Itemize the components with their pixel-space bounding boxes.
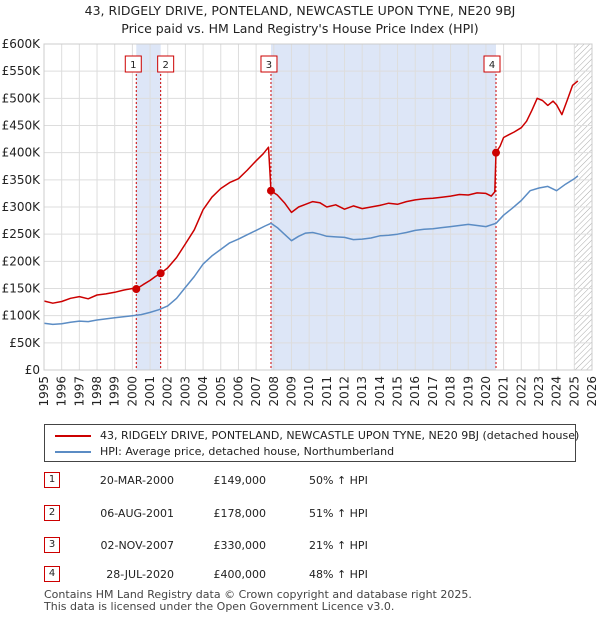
x-tick-label: 1995: [37, 376, 51, 407]
transaction-row: 3 02-NOV-2007 £330,000 21% ↑ HPI: [44, 537, 584, 555]
hpi-line: [43, 175, 579, 326]
x-tick-label: 2021: [497, 376, 511, 407]
y-tick-label: £300K: [2, 200, 42, 214]
x-tick-label: 2008: [267, 376, 281, 407]
chart-title-line2: Price paid vs. HM Land Registry's House …: [121, 21, 479, 36]
x-tick-label: 2011: [320, 376, 334, 407]
transaction-row: 4 28-JUL-2020 £400,000 48% ↑ HPI: [44, 566, 584, 584]
x-tick-label: 2006: [231, 376, 245, 407]
transaction-number: 1: [44, 472, 60, 488]
y-tick-label: £0: [25, 363, 40, 377]
x-tick-label: 1998: [90, 376, 104, 407]
transaction-hpi: 21% ↑ HPI: [309, 539, 368, 552]
sale-point: [132, 285, 141, 294]
transaction-number: 2: [44, 505, 60, 521]
x-tick-label: 2013: [355, 376, 369, 407]
x-tick-label: 2004: [196, 376, 210, 407]
x-tick-label: 2009: [284, 376, 298, 407]
y-tick-label: £100K: [2, 309, 42, 323]
transaction-price: £149,000: [213, 474, 267, 487]
transaction-number: 3: [44, 537, 60, 553]
y-tick-label: £350K: [2, 173, 42, 187]
x-tick-label: 2001: [143, 376, 157, 407]
x-tick-label: 2010: [302, 376, 316, 407]
transaction-date: 28-JUL-2020: [106, 568, 174, 581]
x-tick-label: 2015: [391, 376, 405, 407]
x-tick-label: 2018: [444, 376, 458, 407]
sale-label: 4: [489, 60, 495, 71]
transaction-number: 4: [44, 566, 60, 582]
x-tick-label: 2025: [567, 376, 581, 407]
x-tick-label: 2022: [514, 376, 528, 407]
legend-swatch-hpi: [55, 451, 91, 453]
chart-title-line1: 43, RIDGELY DRIVE, PONTELAND, NEWCASTLE …: [84, 3, 516, 18]
x-tick-label: 2020: [479, 376, 493, 407]
x-tick-label: 2017: [426, 376, 440, 407]
transaction-price: £400,000: [213, 568, 267, 581]
transaction-date: 02-NOV-2007: [100, 539, 174, 552]
y-tick-label: £450K: [2, 119, 42, 133]
y-tick-label: £200K: [2, 254, 42, 268]
x-tick-label: 2024: [550, 376, 564, 407]
y-tick-label: £400K: [2, 146, 42, 160]
x-tick-label: 2012: [338, 376, 352, 407]
chart-title: 43, RIDGELY DRIVE, PONTELAND, NEWCASTLE …: [0, 2, 600, 38]
x-tick-label: 2023: [532, 376, 546, 407]
x-tick-label: 1996: [55, 376, 69, 407]
legend-label-property: 43, RIDGELY DRIVE, PONTELAND, NEWCASTLE …: [100, 429, 580, 442]
sale-point: [266, 186, 275, 195]
x-tick-label: 2016: [408, 376, 422, 407]
x-tick-label: 2000: [125, 376, 139, 407]
x-tick-label: 1999: [108, 376, 122, 407]
property-price-line: [43, 80, 579, 304]
y-tick-label: £150K: [2, 282, 42, 296]
footer-copyright: Contains HM Land Registry data © Crown c…: [44, 588, 472, 601]
y-tick-label: £550K: [2, 64, 42, 78]
x-tick-label: 2002: [161, 376, 175, 407]
sale-label: 1: [130, 60, 136, 71]
transaction-price: £178,000: [213, 507, 267, 520]
x-tick-label: 1997: [72, 376, 86, 407]
sale-label-box: [157, 55, 175, 73]
sale-label-box: [124, 55, 142, 73]
transaction-price: £330,000: [213, 539, 267, 552]
x-tick-label: 2007: [249, 376, 263, 407]
transaction-hpi: 50% ↑ HPI: [309, 474, 368, 487]
transaction-hpi: 48% ↑ HPI: [309, 568, 368, 581]
price-chart: 1 2 3 4 £0 £50K £100K £150K £200K £250K £300K £350K…: [2, 37, 599, 407]
plot-border: [43, 43, 593, 371]
y-tick-label: £250K: [2, 227, 42, 241]
sale-label-box: [483, 55, 501, 73]
sale-label: 2: [162, 60, 168, 71]
x-tick-label: 2014: [373, 376, 387, 407]
x-tick-label: 2026: [585, 376, 599, 407]
x-tick-label: 2003: [178, 376, 192, 407]
transaction-date: 06-AUG-2001: [100, 507, 174, 520]
legend: 43, RIDGELY DRIVE, PONTELAND, NEWCASTLE …: [44, 424, 580, 462]
transaction-row: 2 06-AUG-2001 £178,000 51% ↑ HPI: [44, 505, 584, 523]
transaction-date: 20-MAR-2000: [99, 474, 174, 487]
y-tick-label: £50K: [9, 336, 41, 350]
y-tick-label: £500K: [2, 91, 42, 105]
transaction-hpi: 51% ↑ HPI: [309, 507, 368, 520]
x-tick-label: 2019: [461, 376, 475, 407]
sale-point: [156, 269, 165, 278]
transaction-row: 1 20-MAR-2000 £149,000 50% ↑ HPI: [44, 472, 584, 490]
legend-swatch-property: [55, 435, 91, 437]
sale-label: 3: [266, 60, 272, 71]
sale-point: [492, 148, 501, 157]
y-tick-label: £600K: [2, 37, 42, 51]
legend-label-hpi: HPI: Average price, detached house, Nort…: [100, 445, 395, 458]
footer: Contains HM Land Registry data © Crown c…: [44, 589, 472, 613]
x-tick-label: 2005: [214, 376, 228, 407]
footer-licence: This data is licensed under the Open Gov…: [44, 600, 395, 613]
sale-label-box: [260, 55, 278, 73]
